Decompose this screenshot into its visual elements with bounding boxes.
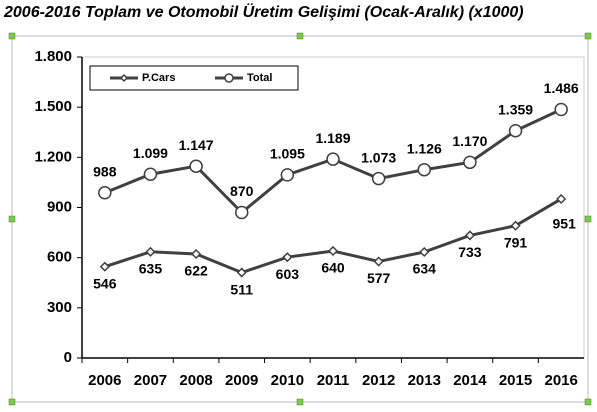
data-label: 546 <box>93 275 117 291</box>
point <box>191 248 202 260</box>
x-tick-label: 2009 <box>225 372 258 389</box>
point <box>119 73 129 83</box>
point <box>373 256 384 267</box>
selection-handles <box>8 32 592 406</box>
x-tick-label: 2011 <box>317 372 350 389</box>
point <box>224 73 234 83</box>
y-tick-label: 900 <box>47 198 72 215</box>
x-tick-label: 2016 <box>544 372 577 389</box>
point <box>556 193 567 205</box>
point <box>282 252 293 263</box>
data-label: 988 <box>93 163 117 179</box>
y-tick-label: 1.500 <box>34 98 72 115</box>
point <box>326 152 340 166</box>
data-label: 1.073 <box>361 149 396 165</box>
data-label: 622 <box>184 263 208 279</box>
point <box>510 220 521 231</box>
x-tick-label: 2012 <box>362 372 395 389</box>
data-label: 577 <box>367 270 391 286</box>
point <box>327 245 339 257</box>
data-label: 1.170 <box>452 133 487 149</box>
data-label: 1.189 <box>315 130 350 146</box>
point <box>464 230 475 241</box>
point <box>463 155 477 170</box>
data-label: 1.099 <box>133 145 168 161</box>
point <box>236 267 247 278</box>
data-label: 635 <box>139 261 163 277</box>
data-label: 1.095 <box>270 146 305 162</box>
y-tick-label: 600 <box>47 249 72 266</box>
point <box>98 186 112 200</box>
point <box>508 123 523 138</box>
data-label: 1.147 <box>179 137 214 153</box>
y-tick-label: 300 <box>47 299 72 316</box>
data-label: 951 <box>553 216 577 232</box>
data-label: 1.126 <box>407 140 442 156</box>
point <box>145 246 156 257</box>
data-label: 733 <box>458 244 482 260</box>
data-label: 1.359 <box>498 101 533 117</box>
x-tick-label: 2007 <box>134 372 167 389</box>
legend-label: P.Cars <box>142 72 175 84</box>
x-tick-label: 2015 <box>499 372 532 389</box>
point <box>99 261 110 272</box>
point <box>417 162 432 177</box>
legend-label: Total <box>247 72 272 84</box>
point <box>371 171 386 186</box>
point <box>554 102 568 117</box>
y-tick-label: 0 <box>64 349 72 366</box>
point <box>189 159 203 173</box>
x-tick-label: 2014 <box>453 372 487 389</box>
data-label: 603 <box>276 266 300 282</box>
data-label: 511 <box>230 281 253 297</box>
y-tick-label: 1.800 <box>34 48 72 65</box>
point <box>419 246 430 258</box>
data-label: 791 <box>504 234 528 250</box>
data-label: 1.486 <box>544 80 579 96</box>
point <box>143 167 158 181</box>
data-label: 870 <box>230 183 254 199</box>
point <box>234 205 249 220</box>
x-tick-label: 2008 <box>179 372 212 389</box>
x-tick-label: 2013 <box>408 372 441 389</box>
y-tick-label: 1.200 <box>34 148 72 165</box>
point <box>280 168 295 182</box>
chart-title: 2006-2016 Toplam ve Otomobil Üretim Geli… <box>3 2 524 21</box>
chart-frame <box>11 35 589 403</box>
x-tick-label: 2006 <box>88 372 121 389</box>
data-label: 634 <box>413 261 437 277</box>
data-label: 640 <box>321 260 345 276</box>
x-tick-label: 2010 <box>271 372 304 389</box>
